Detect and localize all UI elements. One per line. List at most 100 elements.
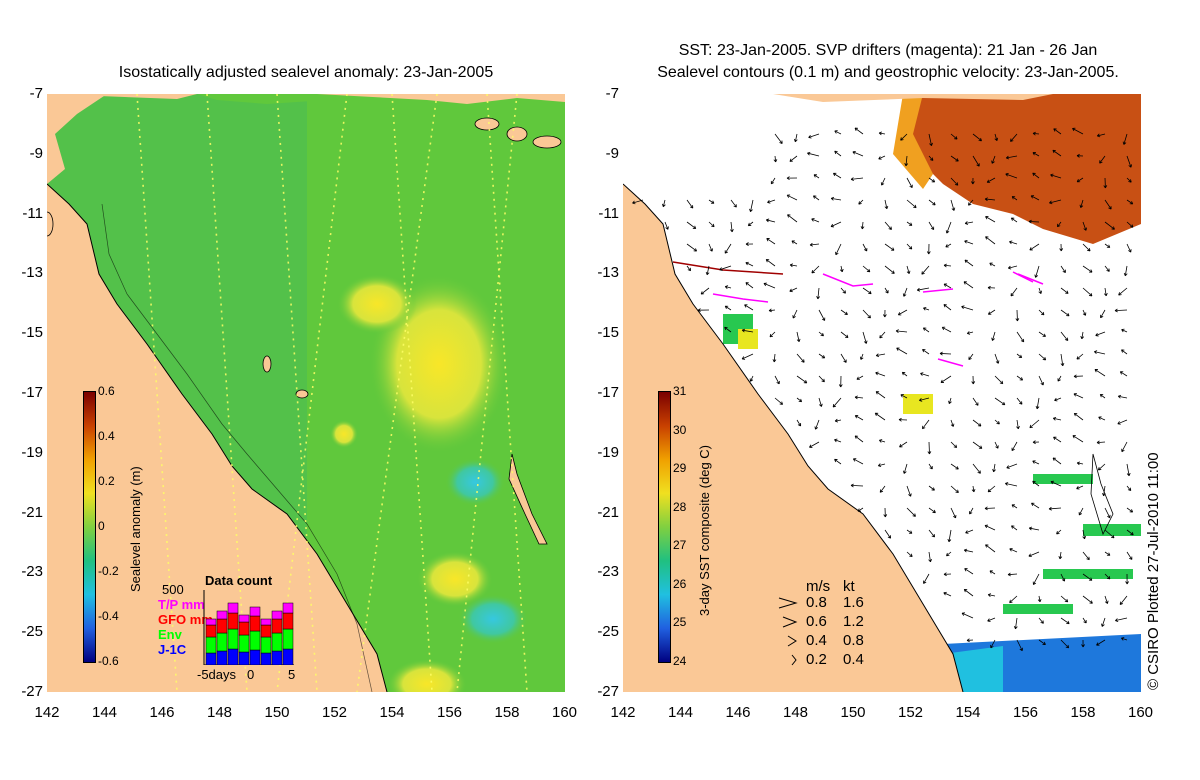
velocity-arrow	[664, 221, 669, 230]
velocity-arrow	[1032, 172, 1040, 179]
velocity-arrow	[1104, 199, 1112, 210]
right-y-tick: -23	[597, 563, 619, 581]
velocity-arrow	[1059, 243, 1064, 252]
velocity-arrow	[875, 391, 886, 399]
velocity-arrow	[686, 243, 698, 252]
velocity-arrow	[767, 199, 776, 204]
speed-legend-arrow	[791, 654, 797, 666]
velocity-arrow	[901, 371, 908, 377]
velocity-arrow	[1099, 393, 1106, 399]
velocity-arrow	[943, 591, 952, 597]
velocity-arrow	[741, 353, 754, 360]
geostrophic-velocity-arrows	[632, 127, 1134, 652]
data-count-bar	[216, 618, 228, 634]
data-count-bar	[216, 632, 228, 652]
velocity-arrow	[880, 177, 886, 186]
velocity-arrow	[862, 309, 871, 319]
data-count-bar	[238, 621, 250, 636]
velocity-arrow	[796, 419, 802, 427]
velocity-arrow	[1009, 240, 1018, 245]
velocity-arrow	[945, 243, 952, 248]
velocity-arrow	[994, 133, 999, 142]
velocity-arrow	[1078, 507, 1084, 516]
velocity-arrow	[705, 265, 710, 276]
velocity-arrow	[796, 397, 803, 403]
velocity-arrow	[1076, 461, 1084, 466]
velocity-arrow	[989, 570, 996, 575]
left-altimeter-tracks	[136, 94, 528, 692]
velocity-arrow	[921, 265, 930, 275]
velocity-arrow	[879, 331, 886, 339]
velocity-arrow	[1126, 199, 1134, 205]
velocity-arrow	[1006, 463, 1018, 469]
velocity-arrow	[708, 221, 715, 228]
velocity-arrow	[834, 458, 842, 465]
left-colorbar-tick: 0.6	[98, 384, 115, 398]
velocity-arrow	[884, 287, 889, 294]
velocity-arrow	[1126, 485, 1132, 492]
velocity-arrow	[902, 287, 908, 297]
velocity-arrow	[1038, 375, 1044, 386]
velocity-arrow	[766, 238, 776, 245]
left-map-title: Isostatically adjusted sealevel anomaly:…	[118, 64, 494, 81]
velocity-arrow	[900, 394, 908, 399]
velocity-arrow	[862, 243, 868, 252]
velocity-arrow	[965, 529, 974, 534]
velocity-arrow	[1054, 397, 1062, 402]
velocity-arrow	[906, 485, 912, 497]
velocity-arrow	[834, 418, 842, 423]
right-x-tick: 156	[1012, 704, 1039, 721]
speed-legend-arrow	[778, 597, 798, 609]
velocity-arrow	[862, 331, 868, 344]
velocity-arrow	[1082, 551, 1090, 561]
left-x-tick: 154	[379, 704, 405, 721]
left-x-tick: 144	[91, 704, 118, 721]
velocity-arrow	[1060, 595, 1069, 603]
data-count-bar	[271, 650, 283, 665]
velocity-arrow	[964, 221, 974, 225]
velocity-arrow	[1126, 221, 1134, 228]
velocity-arrow	[729, 221, 734, 233]
data-count-series-gfo: GFO mm	[158, 612, 213, 627]
right-map-title-line1: SST: 23-Jan-2005. SVP drifters (magenta)…	[678, 42, 1098, 59]
velocity-arrow	[1094, 369, 1106, 377]
velocity-arrow	[994, 353, 1000, 364]
velocity-arrow	[1038, 309, 1045, 316]
drifter-track-red	[672, 261, 784, 275]
right-y-tick: -17	[597, 384, 619, 401]
velocity-arrow	[1076, 153, 1084, 158]
left-x-tick: 148	[206, 704, 233, 721]
velocity-arrow	[834, 150, 842, 157]
velocity-arrow	[1082, 573, 1093, 581]
velocity-arrow	[906, 507, 916, 517]
velocity-arrow	[745, 242, 754, 246]
velocity-arrow	[961, 612, 974, 619]
velocity-arrow	[966, 331, 974, 335]
velocity-arrow	[882, 309, 887, 318]
velocity-arrow	[749, 375, 754, 382]
velocity-arrow	[854, 395, 864, 400]
data-count-bar	[271, 632, 283, 652]
velocity-arrow	[1104, 573, 1111, 580]
velocity-arrow	[832, 172, 842, 179]
velocity-arrow	[741, 328, 754, 333]
data-count-bar	[271, 610, 283, 620]
velocity-arrow	[1114, 308, 1128, 313]
velocity-arrow	[1058, 551, 1063, 560]
velocity-arrow	[774, 133, 783, 144]
velocity-arrow	[1126, 177, 1132, 183]
right-y-tick: -7	[605, 85, 619, 102]
data-count-bar	[227, 648, 239, 665]
speed-legend-ms: 0.4	[806, 632, 827, 649]
velocity-arrow	[686, 265, 692, 272]
data-count-x-label: 5	[288, 667, 296, 682]
left-x-tick: 142	[34, 704, 60, 721]
velocity-arrow	[884, 221, 892, 230]
velocity-arrow	[906, 265, 911, 274]
velocity-arrow	[923, 573, 930, 584]
velocity-arrow	[1119, 371, 1128, 377]
velocity-arrow	[906, 529, 913, 534]
velocity-arrow	[922, 419, 930, 430]
velocity-arrow	[971, 177, 975, 185]
velocity-arrow	[1097, 463, 1106, 471]
